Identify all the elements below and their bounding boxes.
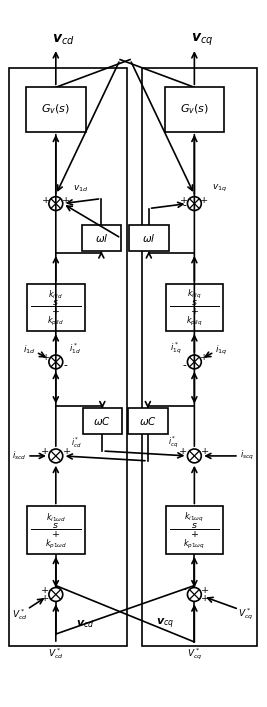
Bar xyxy=(81,226,121,251)
Text: +: + xyxy=(200,196,208,205)
Text: +: + xyxy=(201,448,209,457)
Bar xyxy=(129,226,169,251)
Text: $s$: $s$ xyxy=(191,520,198,530)
Text: $+$: $+$ xyxy=(190,529,199,539)
Text: $V^*_{cd}$: $V^*_{cd}$ xyxy=(48,646,64,661)
Circle shape xyxy=(49,355,63,369)
Text: $G_v(s)$: $G_v(s)$ xyxy=(180,103,209,117)
Text: $s$: $s$ xyxy=(52,520,59,530)
Text: $k_{pliq}$: $k_{pliq}$ xyxy=(186,315,203,328)
Text: $i^*_{1q}$: $i^*_{1q}$ xyxy=(170,340,181,356)
Text: $+$: $+$ xyxy=(51,529,60,539)
Circle shape xyxy=(49,449,63,463)
Text: $\boldsymbol{v}_{cq}$: $\boldsymbol{v}_{cq}$ xyxy=(156,617,174,631)
Text: $i^*_{cd}$: $i^*_{cd}$ xyxy=(71,435,82,450)
Text: -: - xyxy=(64,585,68,595)
Text: +: + xyxy=(42,196,50,205)
Bar xyxy=(166,506,223,554)
Bar xyxy=(142,67,257,646)
Bar xyxy=(26,87,85,132)
Text: +: + xyxy=(201,594,209,603)
Circle shape xyxy=(187,588,201,602)
Text: $+$: $+$ xyxy=(190,306,199,317)
Text: +: + xyxy=(200,354,208,363)
Text: $s$: $s$ xyxy=(191,298,198,307)
Text: $i_{1d}$: $i_{1d}$ xyxy=(23,344,36,356)
Text: $v_{1d}$: $v_{1d}$ xyxy=(73,184,88,194)
Text: $V^*_{cd}$: $V^*_{cd}$ xyxy=(12,607,28,621)
Circle shape xyxy=(187,355,201,369)
Text: $v_{1q}$: $v_{1q}$ xyxy=(211,183,227,194)
Text: $i_{scd}$: $i_{scd}$ xyxy=(12,450,27,462)
Bar xyxy=(165,87,224,132)
Text: $i_{scq}$: $i_{scq}$ xyxy=(239,450,254,462)
Text: $\omega C$: $\omega C$ xyxy=(93,415,111,427)
Text: +: + xyxy=(41,594,49,603)
Circle shape xyxy=(187,449,201,463)
Circle shape xyxy=(187,197,201,211)
Bar xyxy=(27,284,85,332)
Bar xyxy=(83,409,122,434)
Text: $+$: $+$ xyxy=(51,306,60,317)
Text: +: + xyxy=(201,586,209,595)
Text: +: + xyxy=(41,448,49,457)
Text: $\boldsymbol{v}_{cd}$: $\boldsymbol{v}_{cd}$ xyxy=(52,33,75,47)
Text: $\omega l$: $\omega l$ xyxy=(142,232,156,244)
Text: +: + xyxy=(179,448,188,457)
Bar xyxy=(166,284,223,332)
Text: $\omega l$: $\omega l$ xyxy=(95,232,108,244)
Bar xyxy=(128,409,168,434)
Text: +: + xyxy=(180,196,189,205)
Text: +: + xyxy=(42,354,50,363)
Text: $k_{i1\omega q}$: $k_{i1\omega q}$ xyxy=(184,510,204,524)
Text: $i^*_{1d}$: $i^*_{1d}$ xyxy=(69,341,81,356)
Text: $\omega C$: $\omega C$ xyxy=(139,415,157,427)
Circle shape xyxy=(49,197,63,211)
Text: $\boldsymbol{v}_{cd}$: $\boldsymbol{v}_{cd}$ xyxy=(76,618,95,630)
Text: -: - xyxy=(183,201,186,211)
Circle shape xyxy=(49,588,63,602)
Text: $k_{p1\omega q}$: $k_{p1\omega q}$ xyxy=(183,537,205,551)
Text: $V^*_{cq}$: $V^*_{cq}$ xyxy=(238,607,254,622)
Text: $k_{ilid}$: $k_{ilid}$ xyxy=(48,288,63,301)
Text: -: - xyxy=(183,585,186,595)
Text: $k_{p1\omega d}$: $k_{p1\omega d}$ xyxy=(45,537,67,551)
Text: +: + xyxy=(41,586,49,595)
Text: $k_{iliq}$: $k_{iliq}$ xyxy=(187,288,202,301)
Text: +: + xyxy=(62,196,70,205)
Text: $i_{1q}$: $i_{1q}$ xyxy=(215,344,227,356)
Text: -: - xyxy=(64,361,68,371)
Text: $V^*_{cq}$: $V^*_{cq}$ xyxy=(187,646,202,662)
Text: $k_{plid}$: $k_{plid}$ xyxy=(47,315,64,328)
Bar xyxy=(9,67,127,646)
Bar xyxy=(27,506,85,554)
Text: $i^*_{cq}$: $i^*_{cq}$ xyxy=(168,434,179,450)
Text: $G_v(s)$: $G_v(s)$ xyxy=(41,103,70,117)
Text: $k_{i1\omega d}$: $k_{i1\omega d}$ xyxy=(46,511,66,523)
Text: $s$: $s$ xyxy=(52,298,59,307)
Text: $\boldsymbol{v}_{cq}$: $\boldsymbol{v}_{cq}$ xyxy=(191,32,213,49)
Text: +: + xyxy=(62,448,71,457)
Text: -: - xyxy=(183,361,186,371)
